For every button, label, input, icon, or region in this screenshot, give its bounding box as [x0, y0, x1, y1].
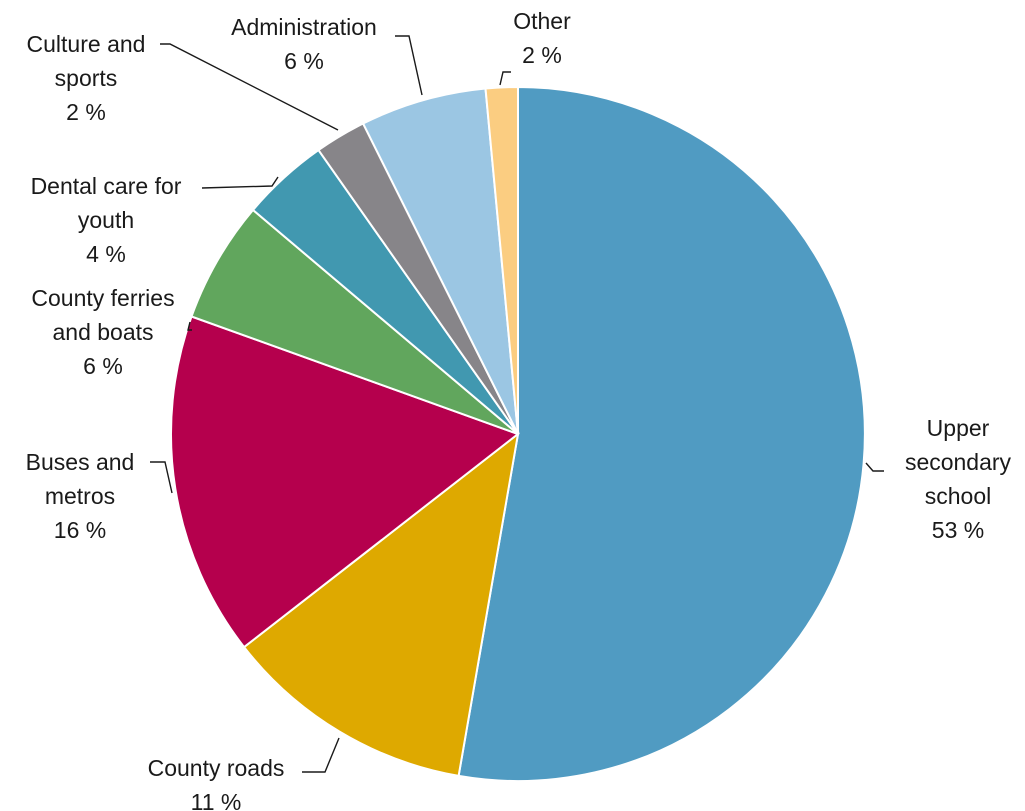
pie-slice-county-roads — [242, 431, 520, 778]
pie-slice-administration — [361, 87, 519, 435]
slice-label-administration: Administration 6 % — [231, 14, 377, 74]
pie-slice-other — [484, 85, 519, 435]
leader-line-county-ferries-and-boats — [187, 321, 192, 331]
slice-name-line: Dental care for — [31, 173, 182, 199]
leader-line-dental-care-for-youth — [201, 176, 279, 189]
slice-value-label: 16 % — [54, 517, 106, 543]
slice-label-dental-care-for-youth: Dental care for youth 4 % — [31, 173, 182, 267]
slice-value-label: 6 % — [284, 48, 324, 74]
pie-slice-upper-secondary-school — [457, 85, 866, 782]
slice-value-label: 2 % — [66, 99, 106, 125]
leader-line-administration — [395, 35, 423, 96]
slice-name-line: Buses and — [26, 449, 135, 475]
slice-value-label: 2 % — [522, 42, 562, 68]
slice-label-other: Other 2 % — [513, 8, 571, 68]
slice-name-line: school — [925, 483, 991, 509]
slice-value-label: 53 % — [932, 517, 984, 543]
slice-value-label: 6 % — [83, 353, 123, 379]
slice-name-line: sports — [55, 65, 118, 91]
leader-line-other — [499, 71, 511, 86]
slice-name-line: County roads — [148, 755, 285, 781]
pie-slice-buses-and-metros — [169, 315, 521, 649]
slice-label-culture-and-sports: Culture and sports 2 % — [27, 31, 146, 125]
slice-name-line: youth — [78, 207, 134, 233]
slice-label-buses-and-metros: Buses and metros 16 % — [26, 449, 135, 543]
slice-value-label: 11 % — [191, 789, 242, 811]
slice-name-line: Upper — [927, 415, 990, 441]
slice-name-line: metros — [45, 483, 115, 509]
slice-name-line: County ferries — [31, 285, 174, 311]
slice-label-upper-secondary-school: Upper secondary school 53 % — [905, 415, 1012, 543]
slice-label-county-ferries-and-boats: County ferries and boats 6 % — [31, 285, 174, 379]
leader-lines — [150, 35, 884, 773]
pie-slices — [169, 85, 866, 782]
slice-value-label: 4 % — [86, 241, 126, 267]
slice-name-line: Other — [513, 8, 571, 34]
slice-name-line: Culture and — [27, 31, 146, 57]
slice-name-line: secondary — [905, 449, 1012, 475]
slice-labels: Upper secondary school 53 % County roads 11 %… — [26, 8, 1012, 811]
leader-line-county-roads — [302, 737, 340, 773]
slice-name-line: Administration — [231, 14, 377, 40]
slice-name-line: and boats — [52, 319, 153, 345]
slice-label-county-roads: County roads 11 % — [148, 755, 285, 811]
leader-line-upper-secondary-school — [865, 462, 884, 472]
leader-line-buses-and-metros — [150, 461, 173, 494]
leader-line-culture-and-sports — [160, 43, 339, 131]
